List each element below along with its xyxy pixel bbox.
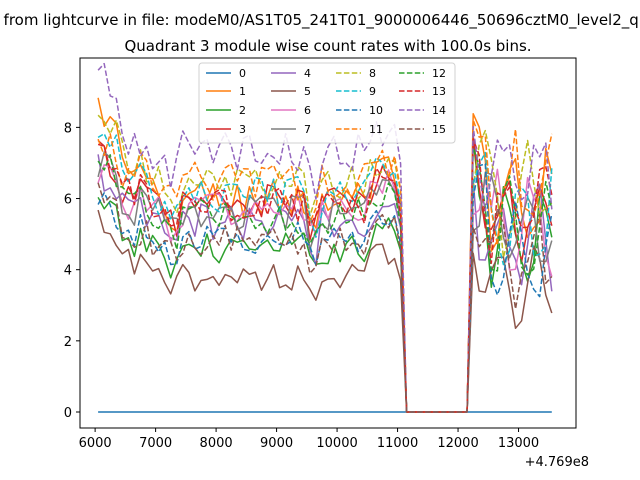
series-line-5 — [97, 209, 553, 413]
x-tick-label: 10000 — [316, 436, 357, 451]
legend-label-0: 0 — [239, 67, 246, 80]
legend-label-1: 1 — [239, 85, 246, 98]
x-axis: 6000 7000 8000 9000 10000 11000 12000 13000 — [79, 428, 539, 451]
series-line-8 — [97, 114, 553, 413]
legend-label-4: 4 — [304, 67, 311, 80]
series-line-11 — [97, 119, 553, 413]
y-tick-label: 8 — [64, 121, 72, 136]
series-line-12 — [97, 146, 553, 413]
x-tick-label: 8000 — [200, 436, 233, 451]
x-tick-label: 7000 — [139, 436, 172, 451]
y-tick-label: 2 — [64, 335, 72, 350]
legend-label-7: 7 — [304, 123, 311, 136]
figure-suptitle: Plot of counts from lightcurve in file: … — [0, 11, 640, 30]
legend-label-14: 14 — [432, 104, 446, 117]
legend-label-10: 10 — [369, 104, 383, 117]
chart-title: Quadrant 3 module wise count rates with … — [124, 37, 531, 55]
legend-label-9: 9 — [369, 85, 376, 98]
plot-frame — [79, 57, 577, 429]
x-tick-label: 11000 — [377, 436, 418, 451]
legend-label-6: 6 — [304, 104, 311, 117]
legend-label-13: 13 — [432, 85, 446, 98]
y-axis: 0 2 4 6 8 — [64, 121, 80, 421]
x-tick-label: 13000 — [498, 436, 539, 451]
legend-label-3: 3 — [239, 123, 246, 136]
y-tick-label: 0 — [64, 406, 72, 421]
legend-label-2: 2 — [239, 104, 246, 117]
series-line-15 — [97, 182, 553, 413]
series-line-14 — [97, 62, 553, 413]
legend-label-8: 8 — [369, 67, 376, 80]
legend-label-12: 12 — [432, 67, 446, 80]
x-tick-label: 12000 — [437, 436, 478, 451]
legend-label-15: 15 — [432, 123, 446, 136]
legend-frame — [198, 62, 456, 144]
series-group — [97, 62, 553, 413]
y-tick-label: 4 — [64, 264, 72, 279]
x-tick-label: 9000 — [260, 436, 293, 451]
legend-label-11: 11 — [369, 123, 383, 136]
legend-label-5: 5 — [304, 85, 311, 98]
x-tick-label: 6000 — [79, 436, 112, 451]
series-line-10 — [97, 163, 553, 413]
series-line-9 — [97, 132, 553, 413]
y-tick-label: 6 — [64, 193, 72, 208]
x-offset-label: +4.769e8 — [525, 455, 589, 470]
